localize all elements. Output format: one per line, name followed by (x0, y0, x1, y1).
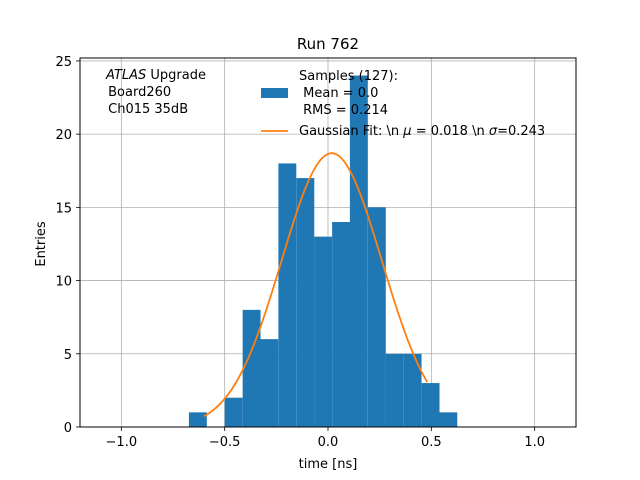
legend: Samples (127): Mean = 0.0 RMS = 0.214 Ga… (261, 69, 545, 139)
histogram-bar-4 (260, 339, 279, 427)
histogram-bar-11 (385, 353, 404, 427)
legend-samples-line-1: Samples (127): (299, 69, 398, 84)
annotation-line-2: Board260 (104, 85, 171, 100)
x-tick-label-4: 1.0 (524, 435, 545, 450)
y-tick-label-1: 5 (64, 348, 72, 363)
x-axis-label: time [ns] (299, 457, 358, 472)
histogram-bar-5 (278, 163, 297, 427)
y-tick-label-0: 0 (64, 421, 72, 436)
y-axis-ticks: 0 5 10 15 20 25 (55, 55, 80, 436)
y-tick-label-3: 15 (55, 201, 72, 216)
x-axis-ticks: −1.0 −0.5 0.0 0.5 1.0 (106, 427, 545, 450)
chart-title: Run 762 (297, 35, 359, 53)
upgrade-label: Upgrade (146, 68, 206, 83)
histogram-bar-2 (224, 397, 243, 427)
histogram-bar-6 (296, 178, 315, 427)
histogram-bar-8 (332, 222, 351, 427)
histogram-bar-7 (314, 236, 333, 427)
legend-fit-label: Gaussian Fit: \n μ = 0.018 \n σ=0.243 (299, 124, 545, 139)
histogram-bar-10 (367, 207, 386, 427)
y-tick-label-4: 20 (55, 128, 72, 143)
histogram-bar-13 (421, 383, 440, 427)
x-tick-label-2: 0.0 (318, 435, 339, 450)
histogram-bar-9 (349, 75, 368, 428)
legend-fit-prefix: Gaussian Fit: \n (299, 124, 403, 139)
y-tick-label-5: 25 (55, 55, 72, 70)
legend-fit-suffix: =0.243 (497, 124, 545, 139)
x-tick-label-3: 0.5 (421, 435, 442, 450)
x-tick-label-1: −0.5 (209, 435, 241, 450)
legend-samples-line-2: Mean = 0.0 (299, 86, 378, 101)
legend-fit-mid: = 0.018 \n (412, 124, 489, 139)
gaussian-fit-curve (203, 152, 428, 417)
histogram-bar-12 (403, 353, 422, 427)
histogram-bar-3 (242, 309, 261, 427)
atlas-label: ATLAS (105, 68, 146, 83)
y-tick-label-2: 10 (55, 275, 72, 290)
legend-samples-swatch (261, 88, 288, 98)
annotation-line-1: ATLAS Upgrade (105, 68, 206, 83)
legend-fit-sigma: σ (489, 124, 498, 139)
histogram-bar-0 (188, 412, 207, 427)
histogram-bar-14 (439, 412, 458, 427)
atlas-annotation: ATLAS Upgrade Board260 Ch015 35dB (104, 68, 206, 117)
annotation-line-3: Ch015 35dB (104, 102, 188, 117)
legend-fit-mu: μ (402, 124, 411, 139)
y-axis-label: Entries (34, 221, 49, 267)
legend-samples-line-3: RMS = 0.214 (299, 103, 388, 118)
x-tick-label-0: −1.0 (106, 435, 138, 450)
